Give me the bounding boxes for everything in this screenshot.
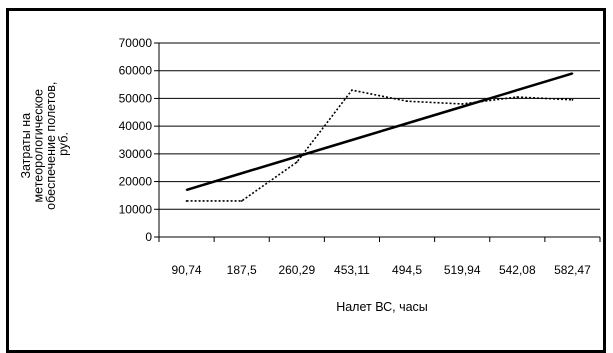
series-1-point [516, 96, 519, 98]
y-axis-title-line-3: обеспечение полетов, [44, 82, 58, 210]
x-tick-label: 453,11 [334, 263, 370, 277]
x-tick-label: 90,74 [172, 263, 202, 277]
y-tick-label: 60000 [119, 64, 153, 78]
y-axis-ticks: 0 10000 20000 30000 40000 50000 60000 70000 [119, 36, 159, 244]
y-tick-label: 10000 [119, 202, 153, 216]
y-tick-label: 20000 [119, 175, 153, 189]
y-axis-title: Затраты на метеорологическое обеспечение… [19, 78, 71, 210]
series-1-point [571, 98, 574, 101]
series-line-2 [186, 72, 573, 192]
series-2-point [240, 172, 243, 175]
y-axis-title-line-2: метеорологическое [32, 89, 46, 202]
series-2-point [406, 122, 408, 125]
y-axis-title-line-1: Затраты на [19, 113, 33, 179]
series-1-point [406, 100, 408, 103]
x-tick-label: 187,5 [227, 263, 257, 277]
x-axis-ticks: 90,74 187,5 260,29 453,11 494,5 519,94 542,08 5… [158, 237, 601, 277]
series-1-point [240, 200, 243, 202]
y-tick-label: 50000 [119, 91, 153, 105]
plot-area-border [158, 43, 600, 238]
x-tick-label: 542,08 [499, 263, 536, 277]
series-2-point [185, 188, 188, 191]
series-1-point [351, 89, 353, 92]
y-tick-label: 40000 [119, 119, 153, 133]
y-axis-title-line-4: руб. [57, 132, 71, 156]
series-2-point [461, 105, 464, 108]
y-tick-label: 30000 [119, 147, 153, 161]
x-tick-label: 260,29 [278, 263, 315, 277]
series-2-point [516, 89, 519, 92]
x-tick-label: 494,5 [392, 263, 422, 277]
x-tick-label: 582,47 [554, 263, 591, 277]
x-axis-title: Налет ВС, часы [336, 300, 428, 314]
gridlines [159, 42, 600, 210]
series-1-point [295, 161, 298, 164]
chart-frame [6, 8, 606, 353]
series-2-point [295, 155, 298, 158]
series-2-point [351, 139, 353, 141]
y-tick-label: 0 [145, 230, 152, 244]
series-layer [185, 72, 574, 202]
series-1-point [461, 103, 464, 105]
y-tick-label: 70000 [119, 36, 153, 50]
series-1-point [185, 200, 188, 202]
series-line-1 [186, 89, 573, 202]
series-2-point [571, 72, 574, 75]
x-tick-label: 519,94 [444, 263, 481, 277]
